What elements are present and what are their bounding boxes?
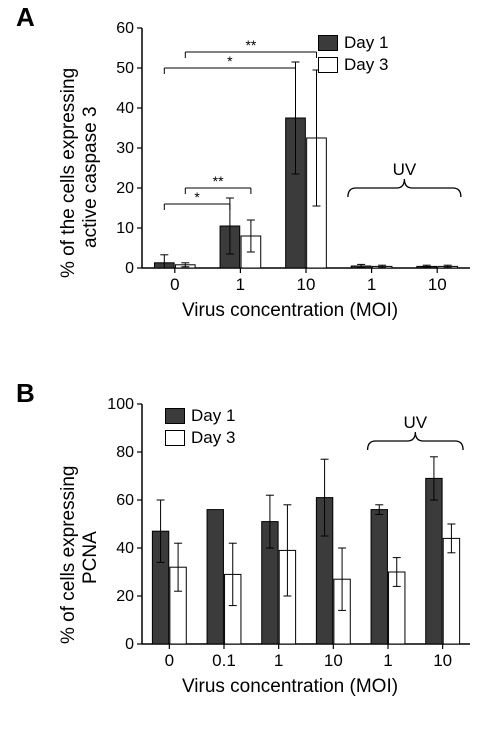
svg-text:20: 20 bbox=[116, 180, 134, 197]
svg-text:1: 1 bbox=[236, 275, 245, 294]
panel-a-chart: 01020304050600110110UV****** bbox=[100, 18, 480, 298]
svg-text:60: 60 bbox=[116, 492, 134, 509]
svg-text:**: ** bbox=[245, 37, 256, 53]
svg-text:0: 0 bbox=[125, 260, 134, 277]
panel-b-chart: 0 20 40 60 80 100 0 0.1 1 10 1 10 UV bbox=[100, 394, 480, 674]
svg-text:10: 10 bbox=[116, 220, 134, 237]
panel-a: % of the cells expressing active caspase… bbox=[60, 18, 480, 328]
svg-text:10: 10 bbox=[297, 275, 316, 294]
panel-b-label: B bbox=[16, 378, 35, 409]
svg-text:60: 60 bbox=[116, 20, 134, 37]
svg-text:0: 0 bbox=[170, 275, 179, 294]
svg-text:*: * bbox=[227, 53, 233, 69]
legend-label-day3-b: Day 3 bbox=[191, 428, 235, 448]
svg-text:0: 0 bbox=[125, 636, 134, 653]
svg-text:10: 10 bbox=[433, 651, 452, 670]
panel-b-ylabel-2: PCNA bbox=[80, 531, 102, 584]
svg-text:0.1: 0.1 bbox=[212, 651, 236, 670]
svg-text:30: 30 bbox=[116, 140, 134, 157]
legend-label-day3: Day 3 bbox=[344, 55, 388, 75]
svg-text:**: ** bbox=[213, 173, 224, 189]
panel-b-legend: Day 1 Day 3 bbox=[165, 406, 235, 450]
legend-item-day3-b: Day 3 bbox=[165, 428, 235, 448]
svg-text:10: 10 bbox=[428, 275, 447, 294]
figure: A % of the cells expressing active caspa… bbox=[0, 0, 500, 729]
svg-text:*: * bbox=[194, 189, 200, 205]
legend-label-day1: Day 1 bbox=[344, 33, 388, 53]
svg-text:0: 0 bbox=[165, 651, 174, 670]
svg-text:50: 50 bbox=[116, 60, 134, 77]
legend-swatch-dark bbox=[318, 35, 338, 51]
legend-item-day3: Day 3 bbox=[318, 55, 388, 75]
panel-b-xlabel: Virus concentration (MOI) bbox=[100, 676, 480, 698]
svg-text:UV: UV bbox=[404, 413, 428, 432]
svg-text:10: 10 bbox=[324, 651, 343, 670]
panel-a-ylabel-1: % of the cells expressing bbox=[58, 68, 80, 278]
legend-item-day1: Day 1 bbox=[318, 33, 388, 53]
panel-a-ylabel-2: active caspase 3 bbox=[80, 106, 102, 248]
svg-text:80: 80 bbox=[116, 444, 134, 461]
panel-a-label: A bbox=[16, 2, 35, 33]
legend-swatch-open bbox=[318, 57, 338, 73]
panel-a-legend: Day 1 Day 3 bbox=[318, 33, 388, 77]
svg-text:1: 1 bbox=[367, 275, 376, 294]
svg-text:1: 1 bbox=[274, 651, 283, 670]
legend-swatch-dark-b bbox=[165, 408, 185, 424]
legend-item-day1-b: Day 1 bbox=[165, 406, 235, 426]
panel-a-xlabel: Virus concentration (MOI) bbox=[100, 300, 480, 322]
panel-b-ylabel-1: % of cells expressing bbox=[58, 466, 80, 644]
legend-swatch-open-b bbox=[165, 430, 185, 446]
svg-text:40: 40 bbox=[116, 100, 134, 117]
svg-text:100: 100 bbox=[107, 396, 134, 413]
svg-text:UV: UV bbox=[393, 160, 417, 179]
panel-b: % of cells expressing PCNA 0204060801000… bbox=[60, 394, 480, 704]
legend-label-day1-b: Day 1 bbox=[191, 406, 235, 426]
svg-text:40: 40 bbox=[116, 540, 134, 557]
svg-text:20: 20 bbox=[116, 588, 134, 605]
svg-text:1: 1 bbox=[383, 651, 392, 670]
